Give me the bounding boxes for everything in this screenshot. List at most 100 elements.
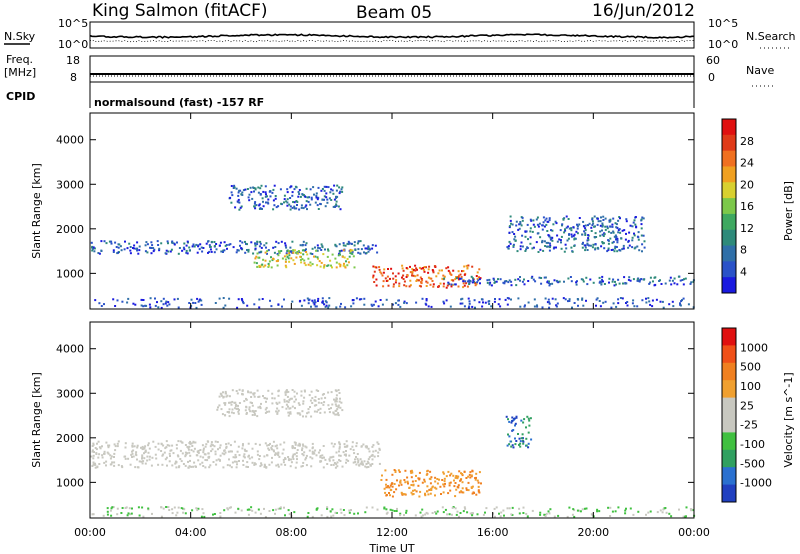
- echo-cell: [321, 457, 324, 460]
- echo-cell: [607, 242, 610, 245]
- echo-cell: [268, 410, 271, 413]
- echo-cell: [275, 401, 278, 404]
- echo-cell: [241, 194, 244, 196]
- echo-cell: [625, 232, 627, 235]
- echo-cell: [346, 264, 349, 267]
- echo-cell: [262, 190, 265, 193]
- echo-cell: [263, 455, 266, 458]
- echo-cell: [136, 446, 139, 449]
- echo-cell: [201, 250, 204, 253]
- echo-cell: [537, 232, 540, 235]
- echo-cell: [523, 278, 525, 281]
- echo-cell: [251, 447, 254, 450]
- echo-cell: [426, 485, 429, 488]
- ground-scatter-cell: [446, 513, 449, 516]
- ground-scatter-cell: [651, 305, 654, 308]
- echo-cell: [305, 456, 308, 459]
- echo-cell: [301, 258, 304, 261]
- echo-cell: [342, 244, 345, 247]
- echo-cell: [309, 456, 312, 459]
- echo-cell: [310, 196, 313, 199]
- echo-cell: [241, 392, 244, 395]
- colorbar-segment: [722, 277, 736, 294]
- echo-cell: [508, 225, 511, 228]
- echo-cell: [260, 402, 262, 405]
- echo-cell: [317, 208, 320, 210]
- echo-cell: [238, 388, 241, 391]
- echo-cell: [247, 248, 250, 251]
- echo-cell: [599, 220, 602, 223]
- echo-cell: [432, 283, 435, 286]
- echo-cell: [197, 449, 200, 452]
- ground-scatter-cell: [374, 300, 377, 303]
- echo-cell: [338, 192, 341, 195]
- echo-cell: [345, 450, 347, 452]
- echo-cell: [302, 402, 305, 405]
- echo-cell: [309, 188, 312, 191]
- echo-cell: [311, 457, 314, 460]
- echo-cell: [302, 249, 305, 252]
- echo-cell: [171, 240, 174, 243]
- y-tick-label: 3000: [56, 178, 84, 191]
- echo-cell: [265, 201, 267, 204]
- echo-cell: [521, 280, 524, 283]
- echo-cell: [124, 442, 127, 445]
- ground-scatter-cell: [200, 303, 203, 306]
- echo-cell: [187, 466, 190, 469]
- echo-cell: [462, 280, 465, 283]
- echo-cell: [607, 230, 610, 233]
- echo-cell: [279, 443, 282, 446]
- echo-cell: [317, 408, 320, 411]
- ground-scatter-cell: [272, 509, 275, 512]
- echo-cell: [141, 448, 144, 451]
- ground-scatter-cell: [315, 508, 318, 511]
- echo-cell: [259, 405, 262, 408]
- echo-cell: [191, 245, 194, 248]
- echo-cell: [256, 453, 259, 456]
- echo-cell: [244, 409, 247, 412]
- echo-cell: [275, 444, 278, 447]
- echo-cell: [633, 247, 636, 250]
- ground-scatter-cell: [325, 301, 328, 304]
- ground-scatter-cell: [398, 299, 400, 302]
- echo-cell: [210, 250, 213, 253]
- echo-cell: [330, 407, 332, 410]
- ground-scatter-cell: [645, 301, 648, 304]
- ground-scatter-cell: [511, 506, 514, 509]
- echo-cell: [493, 278, 495, 281]
- echo-cell: [92, 246, 95, 249]
- ground-scatter-cell: [131, 507, 133, 510]
- echo-cell: [612, 248, 614, 251]
- echo-cell: [98, 252, 101, 255]
- echo-cell: [259, 240, 262, 243]
- echo-cell: [411, 272, 414, 275]
- ground-scatter-cell: [335, 512, 338, 514]
- ground-scatter-cell: [214, 302, 217, 304]
- echo-cell: [607, 247, 610, 250]
- echo-cell: [340, 401, 343, 404]
- x-tick-label: 04:00: [175, 526, 207, 539]
- echo-cell: [547, 282, 550, 284]
- ground-scatter-cell: [562, 297, 565, 300]
- echo-cell: [309, 399, 312, 402]
- echo-cell: [601, 241, 604, 243]
- echo-cell: [126, 247, 129, 250]
- echo-cell: [527, 238, 529, 241]
- echo-cell: [210, 240, 213, 243]
- echo-cell: [105, 460, 108, 463]
- echo-cell: [583, 225, 585, 228]
- echo-cell: [128, 242, 131, 245]
- ground-scatter-cell: [222, 306, 225, 309]
- echo-cell: [642, 234, 645, 237]
- ground-scatter-cell: [621, 297, 624, 300]
- echo-cell: [677, 275, 680, 278]
- ground-scatter-cell: [617, 298, 620, 301]
- echo-cell: [135, 247, 138, 250]
- echo-cell: [507, 433, 509, 436]
- echo-cell: [567, 218, 570, 220]
- echo-cell: [386, 275, 389, 278]
- ground-scatter-cell: [420, 515, 423, 518]
- noise-traces: [89, 33, 695, 43]
- echo-cell: [446, 284, 449, 287]
- ground-scatter-cell: [443, 302, 446, 305]
